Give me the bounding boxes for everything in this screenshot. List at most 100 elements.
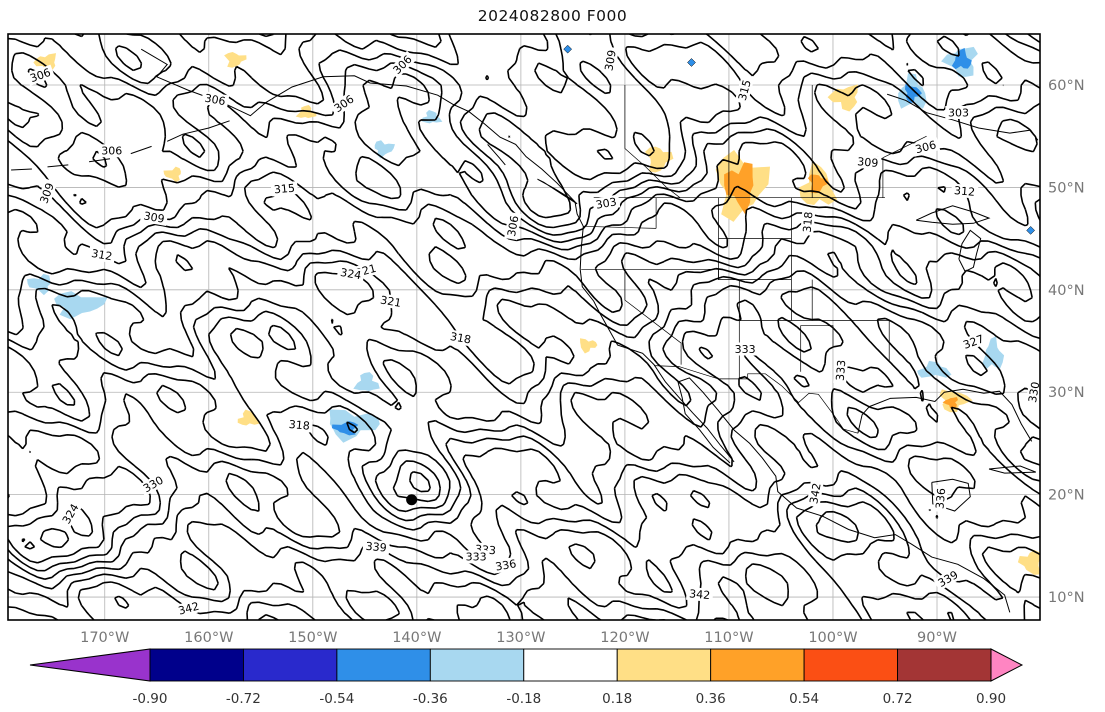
colorbar-tick-label: -0.54 xyxy=(319,691,354,707)
contour-label: 333 xyxy=(462,550,490,564)
svg-text:306: 306 xyxy=(505,215,521,238)
contour-label: 309 xyxy=(601,46,619,75)
svg-text:306: 306 xyxy=(101,145,122,158)
coastline xyxy=(537,178,578,205)
svg-text:324: 324 xyxy=(339,266,362,282)
svg-text:306: 306 xyxy=(204,92,227,108)
svg-text:330: 330 xyxy=(1026,381,1042,404)
contour-label: 306 xyxy=(200,90,230,109)
colorbar-tick-label: -0.18 xyxy=(506,691,541,707)
colorbar-segment xyxy=(616,648,712,682)
shaded-patch xyxy=(724,162,754,215)
diamond-marker xyxy=(1026,226,1035,235)
coastline xyxy=(166,120,230,142)
figure-title: 2024082800 F000 xyxy=(477,7,628,25)
svg-text:303: 303 xyxy=(595,195,618,211)
shaded-patch xyxy=(353,372,380,391)
contour-label: 342 xyxy=(806,479,824,508)
x-tick-label: 140°W xyxy=(392,630,441,646)
marker-layer xyxy=(406,44,1035,506)
contour-label: 342 xyxy=(685,586,714,602)
y-tick-label: 50°N xyxy=(1048,180,1085,196)
svg-text:336: 336 xyxy=(494,557,517,573)
shaded-patch xyxy=(374,140,395,159)
colorbar-tick-label: 0.54 xyxy=(789,691,819,707)
shaded-patch xyxy=(224,52,247,68)
svg-text:333: 333 xyxy=(466,551,487,564)
svg-text:312: 312 xyxy=(90,247,113,263)
coastline xyxy=(886,93,1039,141)
svg-text:312: 312 xyxy=(954,184,976,199)
svg-text:318: 318 xyxy=(801,211,816,233)
svg-text:339: 339 xyxy=(365,540,387,555)
contour-label: 321 xyxy=(376,292,405,311)
contour-label: 318 xyxy=(285,417,314,433)
svg-text:333: 333 xyxy=(735,343,756,356)
coastline xyxy=(140,48,735,463)
x-tick-label: 130°W xyxy=(496,630,545,646)
colorbar-segment xyxy=(803,648,898,682)
contour-label: 330 xyxy=(1025,377,1042,407)
contour-label: 306 xyxy=(911,137,941,157)
contour-label: 318 xyxy=(446,329,475,347)
contour-line-315 xyxy=(8,186,1040,314)
x-tick-label: 90°W xyxy=(917,630,957,646)
contour-line-348 xyxy=(257,510,955,620)
colorbar-segment xyxy=(523,648,618,682)
shaded-patch xyxy=(1017,550,1040,575)
contour-line-297 xyxy=(98,34,1040,219)
shaded-patch xyxy=(827,84,858,112)
svg-text:315: 315 xyxy=(736,78,754,102)
colorbar-segment xyxy=(149,648,244,682)
svg-text:318: 318 xyxy=(288,418,310,433)
svg-text:309: 309 xyxy=(143,209,166,225)
contour-line-312 xyxy=(8,166,1040,284)
svg-text:342: 342 xyxy=(689,587,711,602)
contour-line-294 xyxy=(114,34,1040,160)
colorbar-segment xyxy=(710,648,805,682)
plot-background xyxy=(8,34,1040,620)
coastline xyxy=(47,164,69,168)
colorbar-tick-label: -0.72 xyxy=(226,691,261,707)
svg-text:306: 306 xyxy=(914,138,938,156)
colorbar-tick-label: 0.36 xyxy=(696,691,726,707)
svg-text:321: 321 xyxy=(379,293,402,309)
shaded-patch xyxy=(982,336,1005,370)
contour-line-342 xyxy=(8,487,1040,620)
x-tick-label: 150°W xyxy=(288,630,337,646)
colorbar: -0.90 -0.72 -0.54 -0.36 -0.18 0.18 0.36 0.54 0.7… xyxy=(29,648,1024,707)
contour-line-339 xyxy=(8,470,1040,620)
shaded-patch xyxy=(163,166,181,183)
contour-line-300 xyxy=(8,34,1040,229)
svg-text:342: 342 xyxy=(177,600,201,618)
x-axis-tick-labels: 170°W 160°W 150°W 140°W 130°W 120°W 110°W 100°W… xyxy=(80,630,957,646)
contour-label: 309 xyxy=(139,208,169,226)
contour-label: 312 xyxy=(950,183,979,199)
x-tick-label: 170°W xyxy=(80,630,129,646)
y-tick-label: 60°N xyxy=(1048,78,1085,94)
colorbar-under-arrow xyxy=(29,648,151,682)
colorbar-tick-label: -0.36 xyxy=(413,691,448,707)
coastline xyxy=(487,144,506,166)
shaded-patch xyxy=(942,397,958,409)
low-center-dot xyxy=(406,494,418,506)
coastline xyxy=(915,205,991,225)
svg-text:342: 342 xyxy=(807,482,823,505)
y-tick-label: 10°N xyxy=(1048,590,1085,606)
coastline xyxy=(11,168,32,171)
contour-label: 336 xyxy=(932,484,948,513)
svg-text:318: 318 xyxy=(449,330,472,346)
contour-label: 342 xyxy=(174,598,204,619)
shaded-patch xyxy=(917,360,952,378)
diamond-marker xyxy=(687,58,696,67)
y-tick-label: 20°N xyxy=(1048,488,1085,504)
contour-line-321 xyxy=(8,230,1040,503)
colorbar-tick-label: -0.90 xyxy=(133,691,168,707)
contour-label: 312 xyxy=(87,246,117,264)
x-tick-label: 160°W xyxy=(184,630,233,646)
x-tick-label: 120°W xyxy=(600,630,649,646)
colorbar-segment xyxy=(429,648,525,682)
colorbar-segment xyxy=(242,648,338,682)
